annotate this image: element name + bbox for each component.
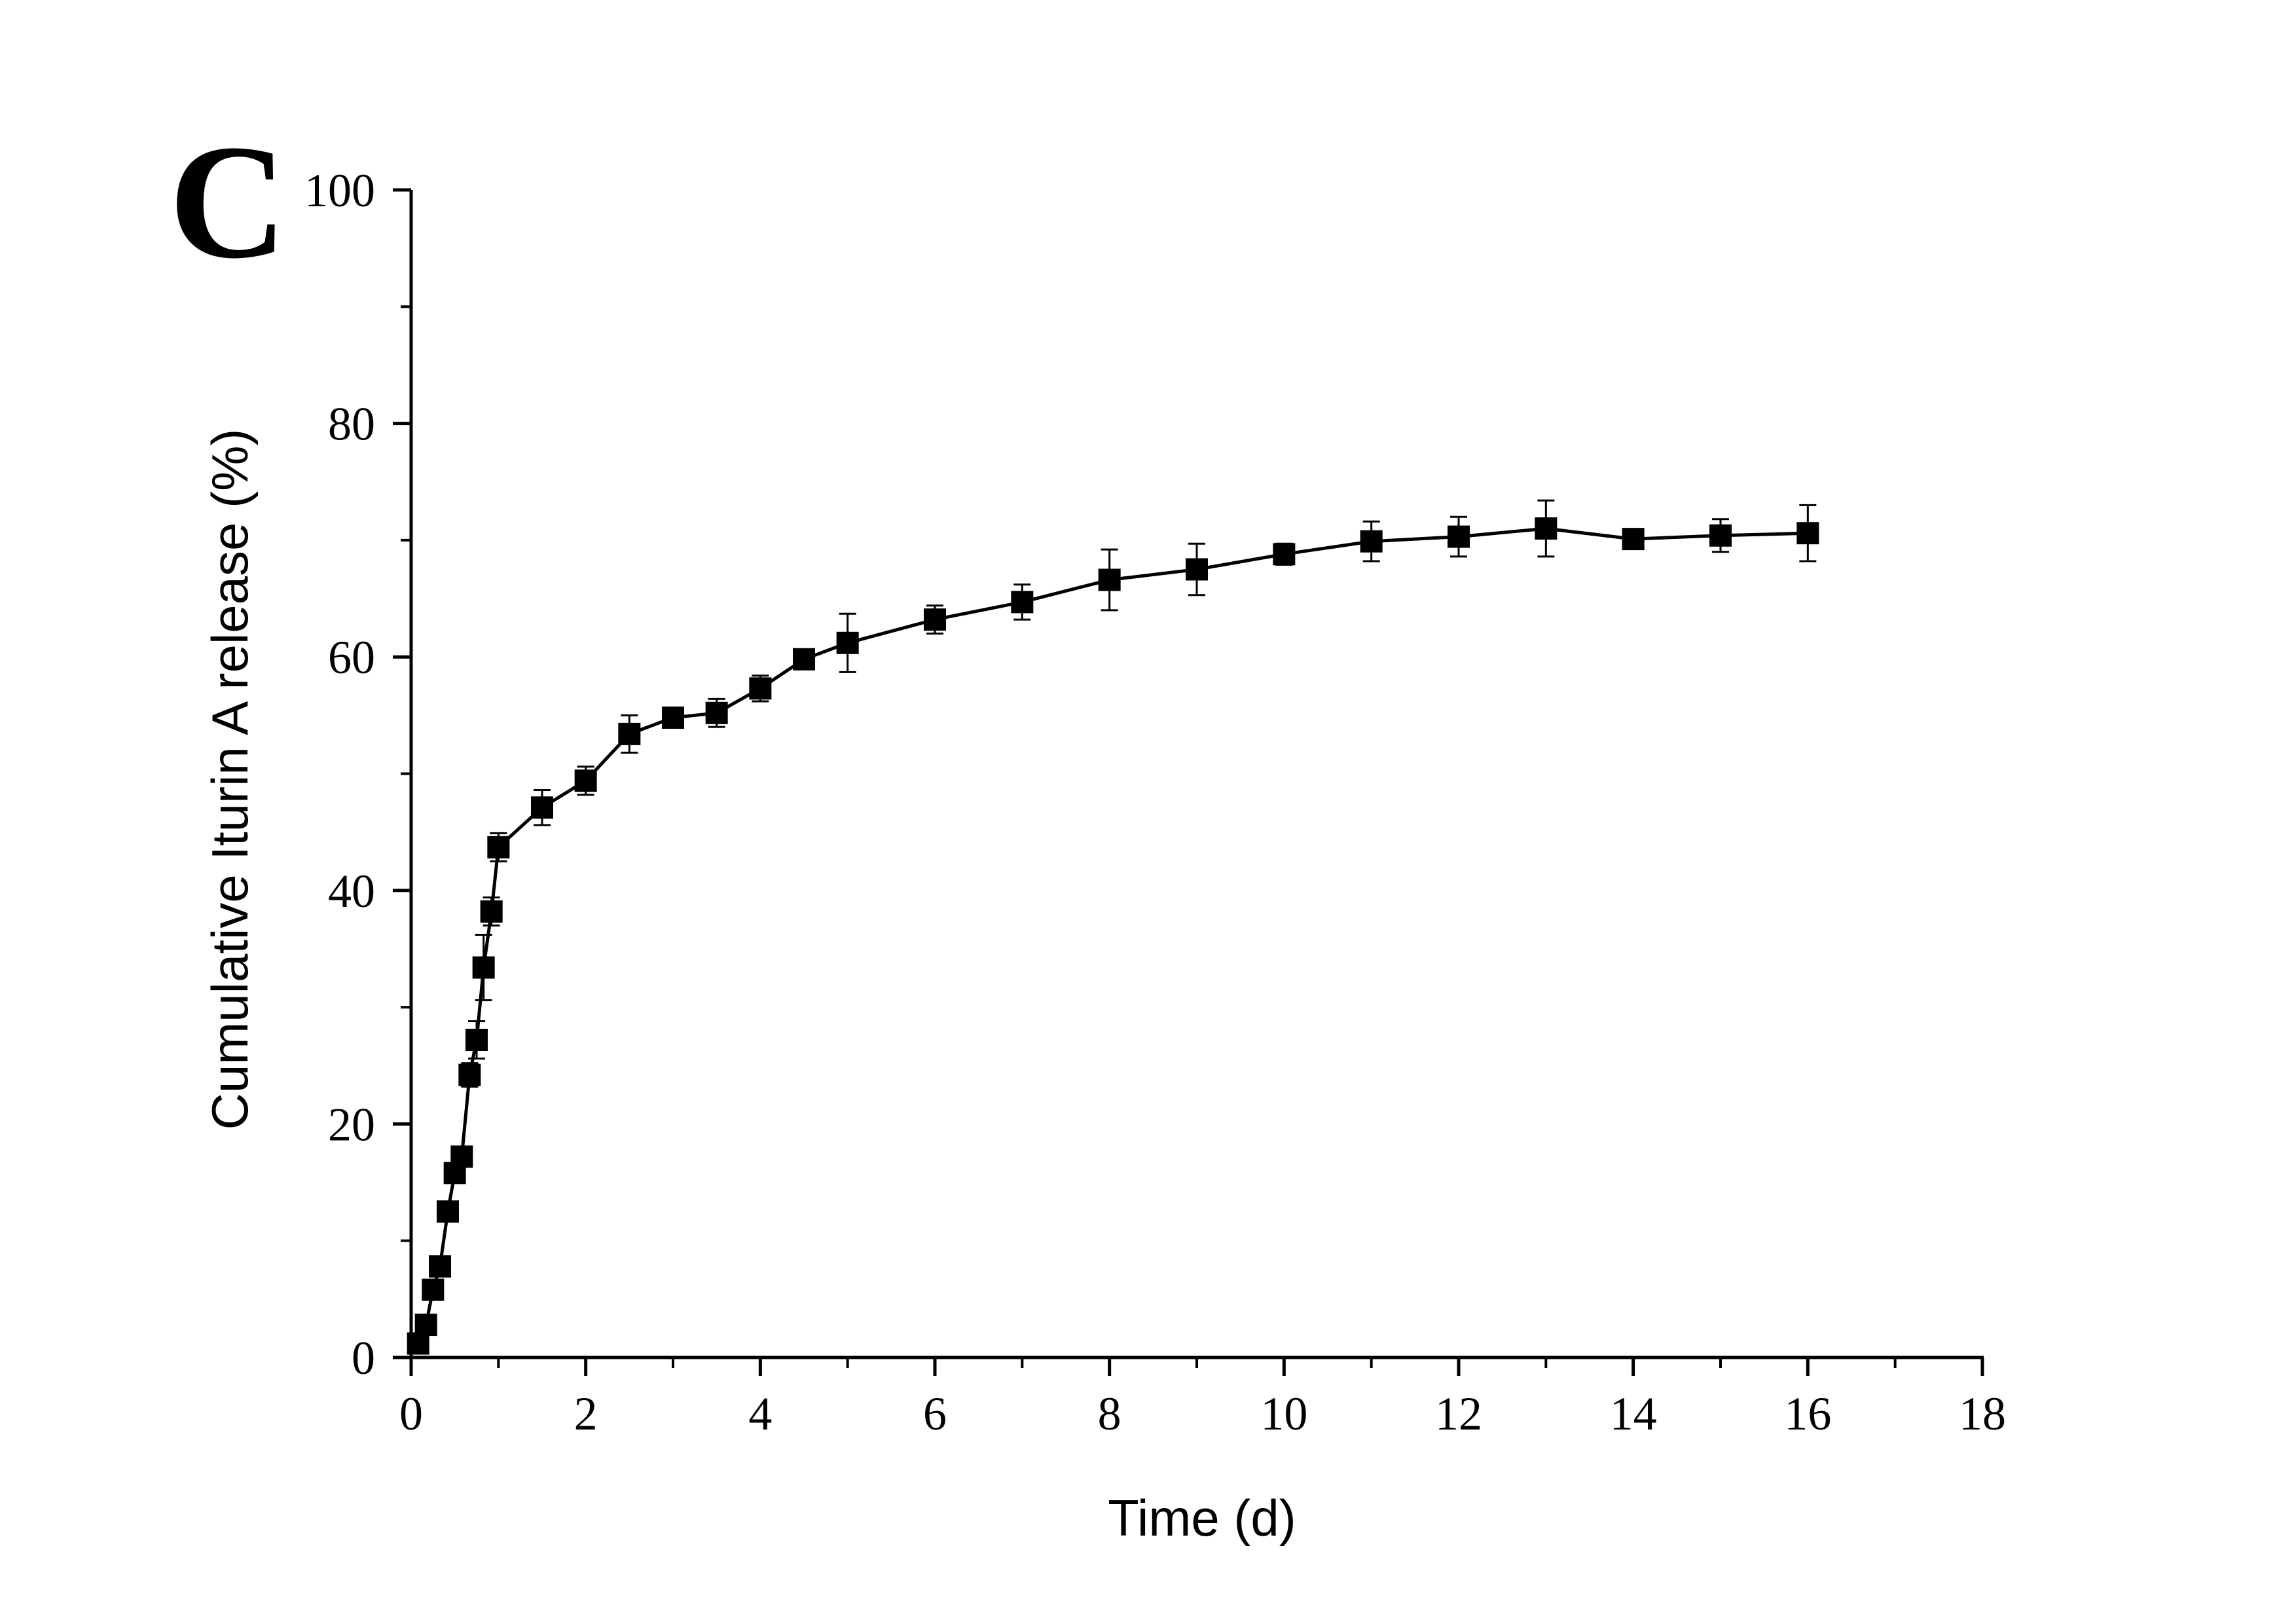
x-tick-label: 4 <box>748 1388 772 1440</box>
data-series <box>407 499 1819 1355</box>
data-point <box>924 608 946 631</box>
data-point <box>458 1063 481 1086</box>
x-tick-label: 12 <box>1435 1388 1482 1440</box>
data-point <box>465 1029 488 1052</box>
data-point <box>749 677 772 700</box>
y-tick-label: 80 <box>328 398 375 451</box>
y-axis-title: Cumulative Iturin A release (%) <box>201 429 259 1130</box>
data-point <box>1535 517 1558 540</box>
data-point <box>618 722 641 745</box>
data-point <box>437 1200 459 1223</box>
data-point <box>1360 530 1383 553</box>
data-point <box>662 706 684 729</box>
x-tick-label: 0 <box>399 1388 423 1440</box>
data-point <box>414 1314 437 1337</box>
data-point <box>487 836 510 858</box>
y-tick-label: 100 <box>304 164 375 217</box>
data-point <box>472 956 495 979</box>
data-point <box>1186 558 1208 581</box>
data-point <box>1622 528 1645 551</box>
data-point <box>1098 568 1121 591</box>
x-tick-label: 14 <box>1610 1388 1657 1440</box>
x-tick-label: 6 <box>923 1388 947 1440</box>
data-point <box>450 1145 473 1168</box>
data-point <box>793 648 815 671</box>
x-tick-label: 8 <box>1098 1388 1121 1440</box>
x-tick-label: 10 <box>1260 1388 1307 1440</box>
data-point <box>429 1255 451 1278</box>
data-point <box>705 701 728 724</box>
panel-label: C <box>169 111 287 293</box>
y-tick-label: 60 <box>328 631 375 684</box>
data-point <box>1011 591 1034 614</box>
x-axis-title: Time (d) <box>1108 1489 1296 1547</box>
x-tick-label: 16 <box>1784 1388 1831 1440</box>
data-point <box>1796 522 1819 545</box>
data-point <box>480 900 503 923</box>
data-point <box>1448 525 1470 548</box>
data-point <box>1273 543 1296 566</box>
x-tick-label: 18 <box>1959 1388 2006 1440</box>
y-tick-label: 40 <box>328 865 375 917</box>
data-point <box>836 631 859 654</box>
data-point <box>574 769 597 792</box>
data-point <box>422 1278 445 1301</box>
series-line <box>416 526 1808 1344</box>
axes: 0 2 4 6 8 10 12 14 16 18 0 20 40 60 80 100 <box>304 164 2006 1440</box>
data-point <box>407 1332 429 1355</box>
data-point <box>531 796 553 819</box>
y-tick-label: 20 <box>328 1098 375 1151</box>
x-tick-label: 2 <box>574 1388 598 1440</box>
data-point <box>1709 524 1732 547</box>
y-tick-label: 0 <box>352 1332 375 1384</box>
